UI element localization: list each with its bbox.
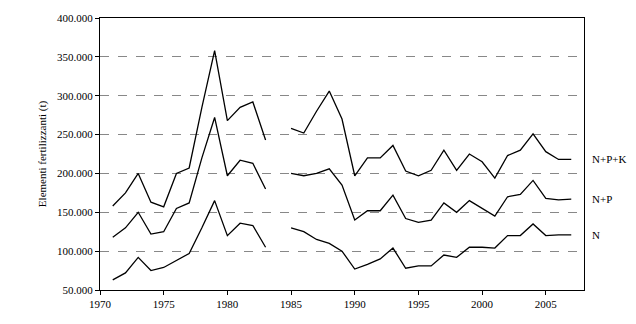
svg-text:300.000: 300.000 [57,90,93,102]
svg-text:N+P: N+P [592,193,612,205]
svg-text:Elementi fertilizzanti (t): Elementi fertilizzanti (t) [36,101,49,208]
svg-text:50.000: 50.000 [63,284,94,296]
svg-text:1990: 1990 [344,298,367,310]
svg-text:150.000: 150.000 [57,206,93,218]
svg-text:1980: 1980 [216,298,239,310]
svg-text:1975: 1975 [153,298,176,310]
svg-text:100.000: 100.000 [57,245,93,257]
svg-text:200.000: 200.000 [57,167,93,179]
svg-text:250.000: 250.000 [57,128,93,140]
svg-text:N+P+K: N+P+K [592,153,626,165]
svg-text:N: N [592,229,600,241]
svg-text:1970: 1970 [89,298,112,310]
svg-text:2005: 2005 [535,298,558,310]
svg-text:400.000: 400.000 [57,12,93,24]
svg-text:1995: 1995 [407,298,430,310]
svg-text:1985: 1985 [280,298,303,310]
svg-text:2000: 2000 [471,298,494,310]
svg-text:350.000: 350.000 [57,51,93,63]
